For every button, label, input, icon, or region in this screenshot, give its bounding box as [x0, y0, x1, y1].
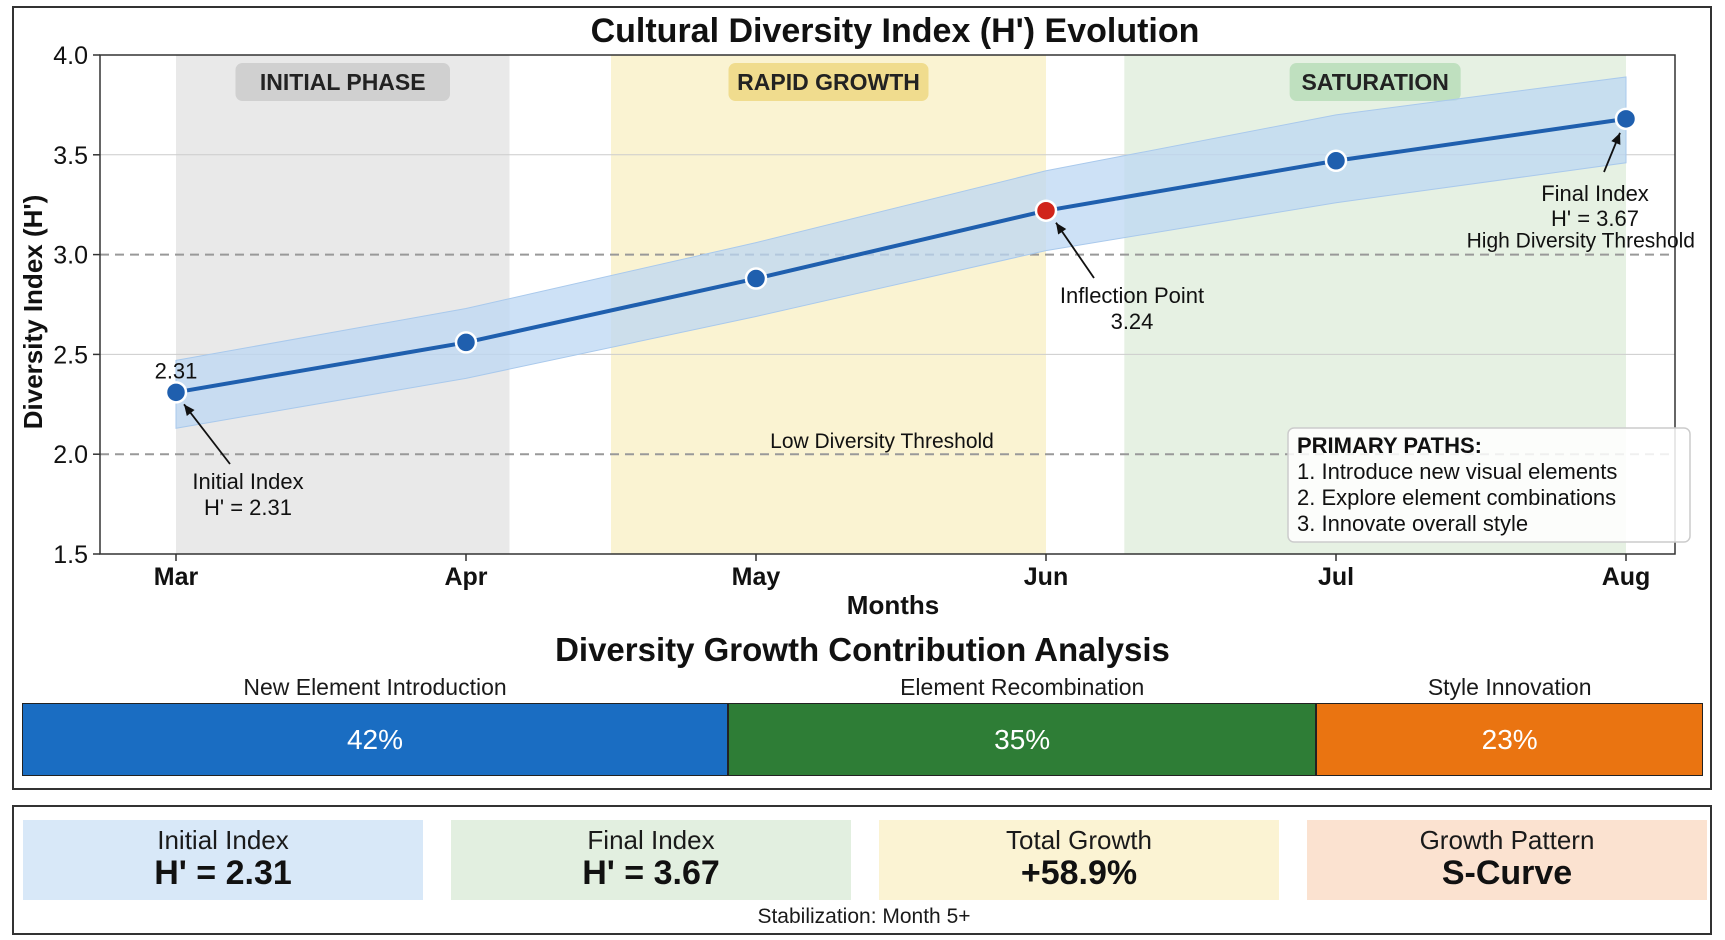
y-axis-label: Diversity Index (H'): [18, 195, 48, 429]
y-tick-label: 2.5: [53, 341, 88, 369]
phase-badge: [1289, 63, 1461, 101]
chart-title: Cultural Diversity Index (H') Evolution: [591, 12, 1200, 50]
summary-card-growth: Total Growth +58.9%: [879, 820, 1279, 900]
summary-card-final: Final Index H' = 3.67: [451, 820, 851, 900]
contribution-title: Diversity Growth Contribution Analysis: [555, 631, 1170, 668]
y-tick-label: 2.0: [53, 441, 88, 469]
summary-card-label: Total Growth: [1006, 825, 1152, 855]
inflection-point: [1034, 199, 1058, 222]
phase-label: INITIAL PHASE: [260, 69, 426, 95]
primary-path-item: 1. Introduce new visual elements: [1297, 459, 1617, 484]
summary-card-value: H' = 2.31: [154, 854, 292, 892]
primary-paths-title: PRIMARY PATHS:: [1297, 433, 1482, 458]
data-point: [1324, 149, 1348, 173]
primary-path-item: 2. Explore element combinations: [1297, 485, 1616, 510]
annotation-arrow: [1055, 222, 1095, 279]
annotation-inflection-title: Inflection Point: [1060, 283, 1204, 308]
x-tick-label: May: [732, 563, 781, 591]
x-tick-label: Mar: [154, 563, 199, 591]
annotation-inflection-value: 3.24: [1111, 309, 1154, 334]
phase-badge: [235, 63, 450, 101]
summary-card-value: H' = 3.67: [582, 854, 720, 892]
data-point: [744, 267, 768, 290]
annotation-arrowhead: [1056, 222, 1067, 235]
summary-card-label: Growth Pattern: [1419, 825, 1595, 855]
annotation-initial-value: H' = 2.31: [204, 495, 292, 520]
x-axis-label: Months: [847, 590, 939, 620]
summary-card-label: Initial Index: [157, 825, 289, 855]
contribution-segment-label: New Element Introduction: [243, 674, 507, 700]
data-point: [1614, 107, 1638, 131]
annotation-final-value: H' = 3.67: [1551, 206, 1639, 231]
annotation-arrow: [183, 403, 231, 465]
x-tick-label: Jul: [1318, 563, 1354, 591]
x-tick-label: Aug: [1602, 563, 1651, 591]
contribution-segment: 23%: [1316, 703, 1703, 776]
y-tick-label: 4.0: [53, 42, 88, 70]
phase-region: [176, 55, 510, 554]
x-tick-label: Apr: [444, 563, 487, 591]
summary-card-initial: Initial Index H' = 2.31: [23, 820, 423, 900]
summary-card-label: Final Index: [587, 825, 715, 855]
stabilization-note: Stabilization: Month 5+: [757, 905, 971, 928]
start-value-label: 2.31: [155, 358, 198, 383]
y-tick-label: 3.0: [53, 242, 88, 270]
summary-card-value: +58.9%: [1020, 854, 1138, 892]
y-tick-label: 3.5: [53, 142, 88, 170]
phase-label: RAPID GROWTH: [737, 69, 920, 95]
series-line: [175, 116, 1627, 395]
phase-badge: [728, 63, 929, 101]
primary-paths-box: PRIMARY PATHS: 1. Introduce new visual e…: [1287, 427, 1691, 543]
summary-card-pattern: Growth Pattern S-Curve: [1307, 820, 1707, 900]
summary-card-value: S-Curve: [1441, 854, 1573, 892]
contribution-segment-label: Style Innovation: [1427, 674, 1592, 700]
threshold-label-low: Low Diversity Threshold: [770, 430, 994, 453]
plot-frame: [99, 54, 1676, 555]
y-tick-label: 1.5: [53, 541, 88, 569]
contribution-segment: 35%: [728, 703, 1317, 776]
phase-label: SATURATION: [1301, 69, 1448, 95]
annotation-initial-title: Initial Index: [192, 469, 303, 494]
contribution-segment: 42%: [22, 703, 729, 776]
summary-panel: Initial Index H' = 2.31 Final Index H' =…: [12, 805, 1712, 935]
confidence-band: [175, 76, 1627, 429]
annotation-final-title: Final Index: [1541, 181, 1649, 206]
annotation-arrowhead: [1611, 132, 1621, 145]
line-chart: Cultural Diversity Index (H') Evolution …: [18, 12, 1695, 620]
threshold-label-high: High Diversity Threshold: [1467, 230, 1695, 253]
data-point: [454, 331, 478, 354]
primary-path-item: 3. Innovate overall style: [1297, 511, 1528, 536]
data-point: [164, 381, 188, 404]
contribution-segment-label: Element Recombination: [900, 674, 1145, 700]
annotation-arrowhead: [184, 404, 195, 416]
x-tick-label: Jun: [1024, 563, 1068, 591]
